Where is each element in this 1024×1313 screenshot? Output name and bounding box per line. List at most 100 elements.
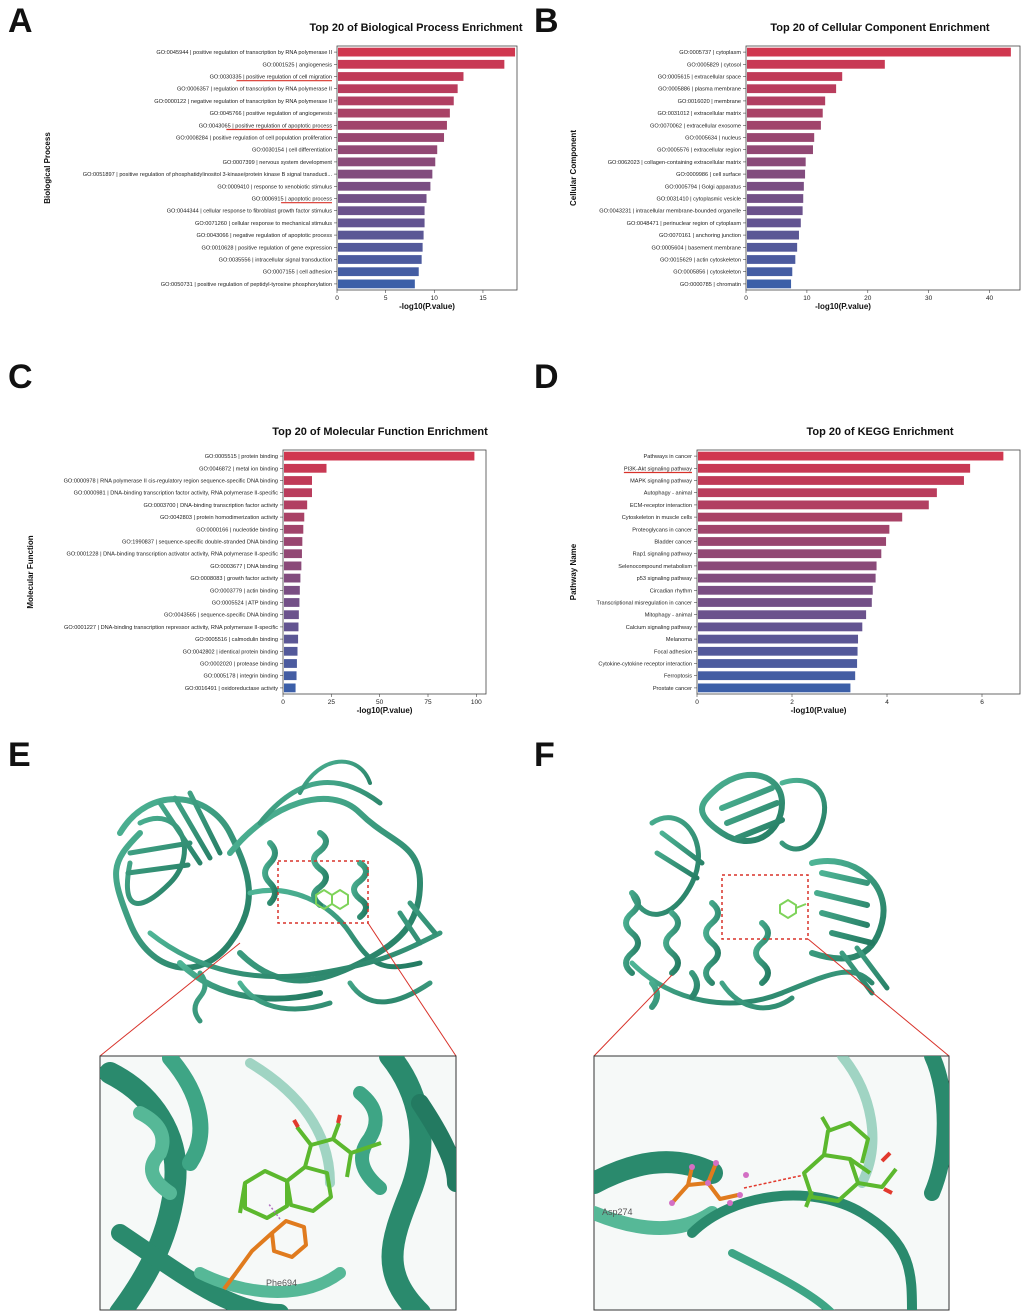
bar-mf-11 bbox=[284, 585, 300, 595]
category-label-kegg-16: Focal adhesion bbox=[654, 649, 692, 655]
bar-mf-14 bbox=[284, 622, 299, 632]
category-label-mf-3: GO:0000981 | DNA-binding transcription f… bbox=[74, 491, 279, 497]
category-label-bp-1: GO:0001525 | angiogenesis bbox=[262, 62, 332, 68]
category-label-bp-7: GO:0008284 | positive regulation of cell… bbox=[176, 135, 332, 141]
category-label-kegg-10: p53 signaling pathway bbox=[637, 576, 693, 582]
category-label-mf-9: GO:0003677 | DNA binding bbox=[210, 564, 278, 570]
category-label-cc-16: GO:0005604 | basement membrane bbox=[652, 245, 741, 251]
category-label-cc-0: GO:0005737 | cytoplasm bbox=[679, 50, 741, 56]
category-label-mf-0: GO:0005515 | protein binding bbox=[205, 454, 278, 460]
category-label-bp-9: GO:0007399 | nervous system development bbox=[223, 160, 333, 166]
category-label-kegg-7: Bladder cancer bbox=[654, 539, 692, 545]
category-label-cc-11: GO:0005794 | Golgi apparatus bbox=[665, 184, 741, 190]
ligand-overview-e bbox=[315, 888, 349, 911]
xaxis-label-bp: -log10(P.value) bbox=[399, 302, 455, 311]
bar-bp-8 bbox=[338, 145, 438, 155]
chart-title-cc: Top 20 of Cellular Component Enrichment bbox=[770, 22, 990, 34]
bar-bp-18 bbox=[338, 267, 419, 277]
bar-mf-18 bbox=[284, 671, 297, 681]
category-label-mf-4: GO:0003700 | DNA-binding transcription f… bbox=[143, 503, 278, 509]
bar-bp-17 bbox=[338, 255, 422, 264]
category-label-cc-17: GO:0015629 | actin cytoskeleton bbox=[660, 257, 741, 263]
bar-kegg-8 bbox=[698, 549, 882, 559]
zoom-line-left-e bbox=[99, 942, 241, 1057]
category-label-bp-11: GO:0009410 | response to xenobiotic stim… bbox=[217, 184, 332, 190]
bar-mf-5 bbox=[284, 512, 305, 522]
bar-kegg-12 bbox=[698, 598, 872, 607]
chart-title-kegg: Top 20 of KEGG Enrichment bbox=[806, 426, 954, 438]
bar-cc-10 bbox=[747, 169, 806, 179]
bar-kegg-7 bbox=[698, 537, 887, 546]
category-label-kegg-4: ECM-receptor interaction bbox=[630, 503, 692, 509]
residue-label-e: Phe694 bbox=[266, 1278, 297, 1288]
protein-overview-e bbox=[113, 759, 443, 1024]
category-label-kegg-3: Autophagy - animal bbox=[644, 491, 692, 497]
category-label-kegg-13: Mitophagy - animal bbox=[645, 613, 692, 619]
bar-kegg-19 bbox=[698, 683, 851, 693]
panel-label-e: E bbox=[8, 736, 31, 774]
xtick-label-bp-2: 10 bbox=[431, 295, 439, 302]
ligand-f bbox=[802, 1116, 898, 1208]
category-label-bp-4: GO:0000122 | negative regulation of tran… bbox=[154, 99, 332, 105]
category-label-cc-10: GO:0009986 | cell surface bbox=[676, 172, 741, 178]
bar-bp-12 bbox=[338, 194, 427, 203]
category-label-cc-3: GO:0005886 | plasma membrane bbox=[658, 87, 741, 93]
bar-kegg-6 bbox=[698, 524, 890, 534]
category-label-bp-17: GO:0035556 | intracellular signal transd… bbox=[219, 257, 332, 263]
category-label-cc-1: GO:0005829 | cytosol bbox=[687, 62, 741, 68]
bar-cc-12 bbox=[747, 194, 804, 203]
xaxis-label-mf: -log10(P.value) bbox=[357, 706, 413, 715]
bar-mf-9 bbox=[284, 561, 302, 571]
bar-mf-6 bbox=[284, 524, 304, 534]
category-label-bp-5: GO:0045766 | positive regulation of angi… bbox=[210, 111, 333, 117]
bar-kegg-0 bbox=[698, 451, 1004, 461]
category-label-cc-8: GO:0005576 | extracellular region bbox=[657, 148, 741, 154]
category-label-mf-18: GO:0005178 | integrin binding bbox=[203, 674, 278, 680]
category-label-cc-18: GO:0005856 | cytoskeleton bbox=[673, 270, 741, 276]
bar-kegg-1 bbox=[698, 463, 971, 473]
chart-title-bp: Top 20 of Biological Process Enrichment bbox=[309, 22, 523, 34]
category-label-cc-12: GO:0031410 | cytoplasmic vesicle bbox=[657, 196, 741, 202]
category-label-kegg-2: MAPK signaling pathway bbox=[630, 478, 692, 484]
xtick-label-bp-1: 5 bbox=[384, 295, 388, 302]
bar-cc-13 bbox=[747, 206, 803, 216]
plot-frame-mf bbox=[282, 449, 487, 695]
zoom-line-right-e bbox=[367, 922, 457, 1057]
bar-kegg-16 bbox=[698, 646, 858, 656]
category-label-cc-15: GO:0070161 | anchoring junction bbox=[659, 233, 741, 239]
structure-panel-f: Asp274 bbox=[593, 772, 950, 1311]
bar-kegg-3 bbox=[698, 488, 937, 498]
bar-bp-2 bbox=[338, 72, 464, 81]
category-label-kegg-9: Selenocompound metabolism bbox=[618, 564, 692, 570]
bar-kegg-11 bbox=[698, 585, 873, 595]
bar-cc-19 bbox=[747, 279, 792, 289]
panel-label-c: C bbox=[8, 358, 33, 396]
yaxis-label-bp: Biological Process bbox=[43, 132, 52, 204]
category-label-mf-14: GO:0001227 | DNA-binding transcription r… bbox=[64, 625, 278, 631]
category-label-bp-0: GO:0045944 | positive regulation of tran… bbox=[156, 50, 332, 56]
xtick-label-kegg-1: 2 bbox=[790, 699, 794, 706]
bar-kegg-10 bbox=[698, 573, 876, 583]
category-label-mf-1: GO:0046872 | metal ion binding bbox=[199, 466, 278, 472]
bar-cc-6 bbox=[747, 120, 821, 130]
xaxis-label-kegg: -log10(P.value) bbox=[791, 706, 847, 715]
xtick-label-mf-0: 0 bbox=[281, 699, 285, 706]
category-label-kegg-18: Ferroptosis bbox=[664, 674, 692, 680]
bar-mf-10 bbox=[284, 573, 301, 583]
category-label-kegg-12: Transcriptional misregulation in cancer bbox=[596, 600, 692, 606]
structure-panel-e: Phe694 bbox=[99, 759, 457, 1311]
category-label-bp-15: GO:0043066 | negative regulation of apop… bbox=[197, 233, 333, 239]
bar-mf-1 bbox=[284, 463, 327, 473]
xtick-label-kegg-3: 6 bbox=[980, 699, 984, 706]
category-label-mf-8: GO:0001228 | DNA-binding transcription a… bbox=[66, 552, 278, 558]
xtick-label-kegg-2: 4 bbox=[885, 699, 889, 706]
category-label-bp-12: GO:0006915 | apoptotic process bbox=[252, 196, 333, 202]
xtick-label-bp-3: 15 bbox=[479, 295, 487, 302]
category-label-bp-2: GO:0030335 | positive regulation of cell… bbox=[210, 74, 332, 80]
bar-cc-0 bbox=[747, 47, 1011, 57]
xtick-label-cc-3: 30 bbox=[925, 295, 933, 302]
category-label-kegg-15: Melanoma bbox=[666, 637, 693, 643]
bar-cc-4 bbox=[747, 96, 826, 106]
bar-cc-14 bbox=[747, 218, 801, 228]
